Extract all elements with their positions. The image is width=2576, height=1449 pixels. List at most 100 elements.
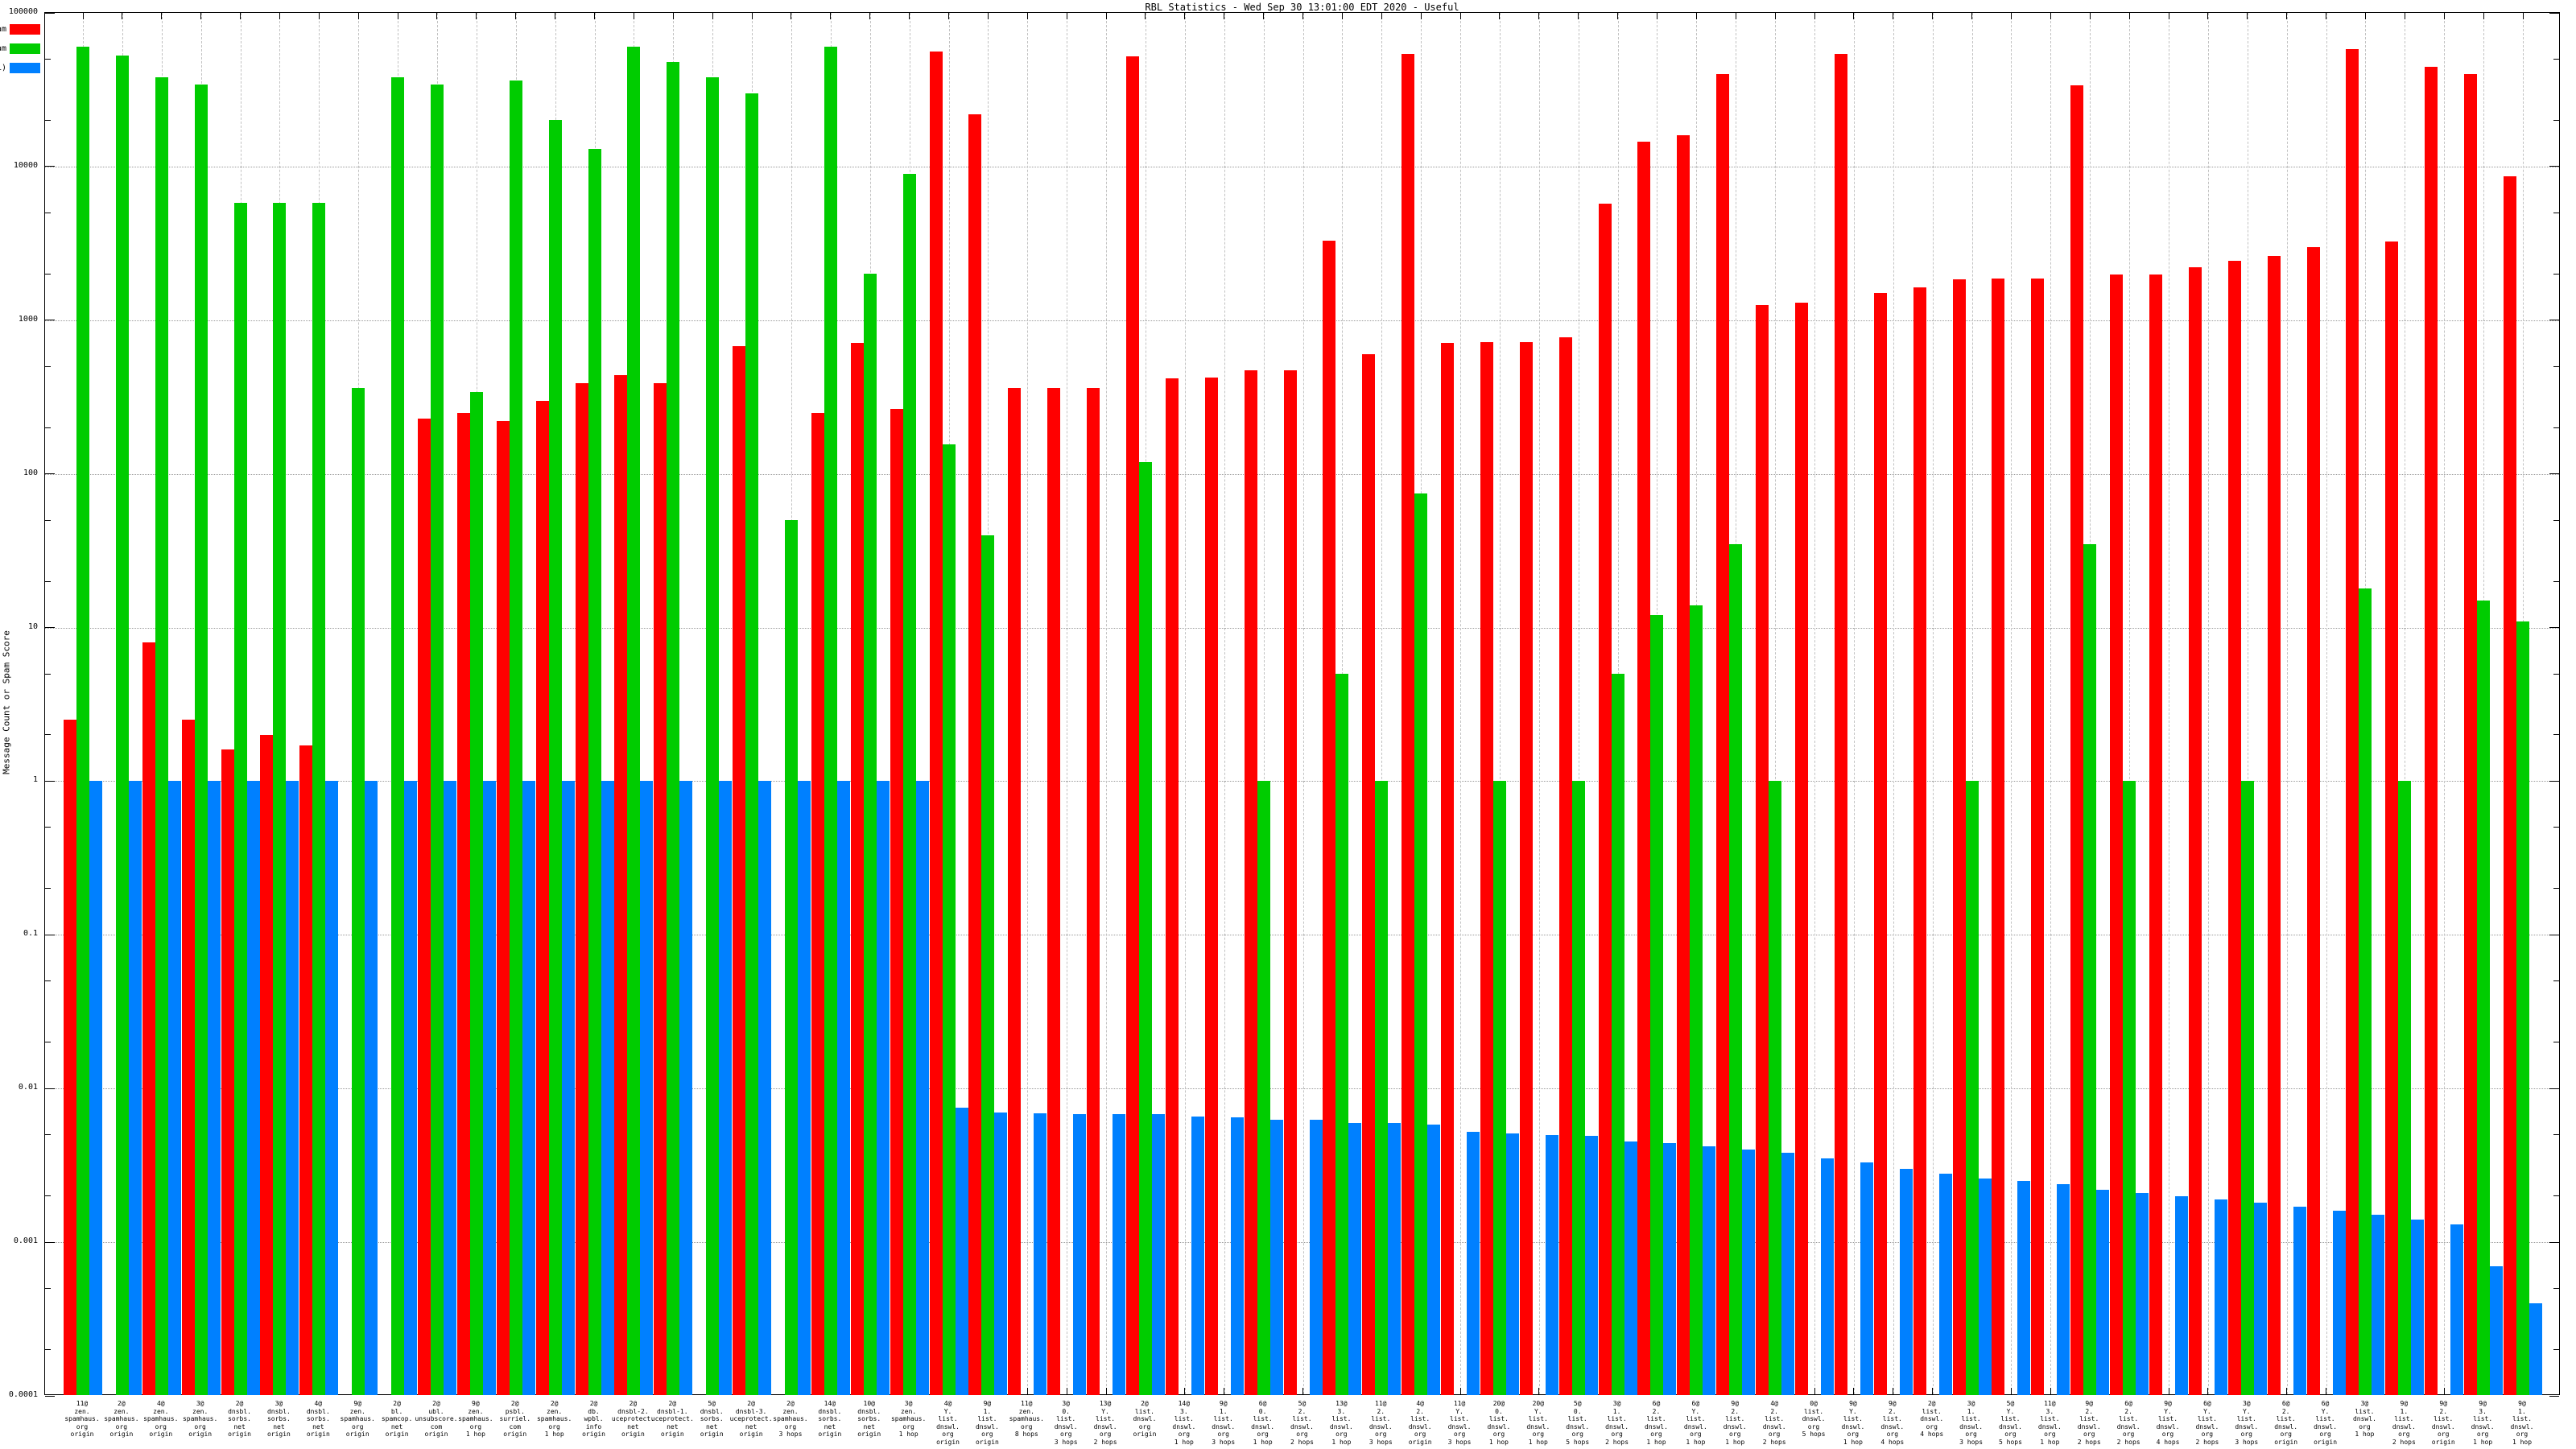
bar-not-spam: [850, 343, 864, 1395]
x-top-tick: [161, 13, 163, 19]
y-minor-tick-left: [45, 427, 51, 428]
bar-score: [1348, 1122, 1362, 1395]
bar-score: [915, 781, 929, 1395]
bar-not-spam: [1480, 342, 1493, 1395]
bar-score: [2450, 1224, 2464, 1395]
bar-score: [2253, 1203, 2267, 1395]
bar-score: [1978, 1178, 1992, 1395]
y-minor-tick-left: [45, 734, 51, 736]
bar-not-spam: [221, 749, 234, 1395]
x-top-tick: [1420, 13, 1422, 19]
x-top-tick: [948, 13, 950, 19]
bar-spam: [548, 120, 562, 1395]
y-major-tick-right: [2549, 1088, 2559, 1089]
y-minor-tick-right: [2553, 580, 2559, 582]
bar-score: [1269, 1119, 1283, 1395]
y-gridline: [45, 1088, 2559, 1090]
bar-not-spam: [1952, 279, 1966, 1395]
bar-not-spam: [2464, 73, 2478, 1395]
bar-not-spam: [1677, 134, 1690, 1395]
chart-title: RBL Statistics - Wed Sep 30 13:01:00 EDT…: [1145, 2, 1459, 13]
x-gridline: [1302, 13, 1304, 1394]
y-tick-label: 1000: [18, 314, 38, 324]
x-top-tick: [1381, 13, 1382, 19]
x-gridline: [1184, 13, 1186, 1394]
x-tick-label: 9@ zen. spamhaus. org 1 hop: [458, 1400, 493, 1438]
x-gridline: [2011, 13, 2013, 1394]
bar-not-spam: [811, 412, 824, 1395]
x-tick-label: 11@ 3. list. dnswl. org 1 hop: [2037, 1400, 2062, 1446]
bar-not-spam: [1558, 336, 1572, 1395]
x-top-tick: [2089, 13, 2091, 19]
x-top-tick: [1499, 13, 1501, 19]
bar-score: [758, 781, 772, 1395]
x-top-tick: [672, 13, 674, 19]
y-minor-tick-right: [2553, 58, 2559, 60]
legend-label-spam: Spam: [0, 44, 6, 53]
bar-not-spam: [1716, 73, 1730, 1395]
x-top-tick: [1617, 13, 1619, 19]
bar-not-spam: [2346, 49, 2359, 1395]
x-tick-label: 9@ 1. list. dnswl. org origin: [975, 1400, 999, 1446]
x-top-tick: [1341, 13, 1343, 19]
y-tick-label: 1: [32, 775, 38, 785]
y-minor-tick-left: [45, 1134, 51, 1136]
bar-not-spam: [1125, 56, 1139, 1395]
x-tick-label: 9@ 2. list. dnswl. org origin: [2431, 1400, 2455, 1446]
bar-spam: [942, 444, 956, 1395]
y-minor-tick-right: [2553, 1288, 2559, 1290]
y-minor-tick-right: [2553, 827, 2559, 828]
bar-score: [1309, 1119, 1323, 1395]
bar-not-spam: [299, 745, 313, 1395]
y-gridline: [45, 473, 2559, 475]
x-top-tick: [2010, 13, 2012, 19]
bar-not-spam: [2110, 275, 2124, 1395]
x-top-tick: [2128, 13, 2130, 19]
y-minor-tick-left: [45, 1349, 51, 1351]
bar-score: [2490, 1265, 2504, 1395]
bar-score: [2529, 1303, 2542, 1395]
x-top-tick: [1026, 13, 1028, 19]
y-tick-label: 0.001: [13, 1236, 38, 1246]
x-tick-label: 6@ 2. list. dnswl. org 1 hop: [1645, 1400, 1668, 1446]
x-gridline: [2444, 13, 2446, 1394]
x-top-tick: [436, 13, 438, 19]
x-tick-label: 3@ 1. list. dnswl. org 3 hops: [1959, 1400, 1984, 1446]
y-minor-tick-left: [45, 980, 51, 982]
bar-score: [1427, 1125, 1441, 1395]
bar-spam: [2359, 588, 2372, 1395]
bar-spam: [352, 388, 365, 1395]
x-tick-label: 3@ dnsbl. sorbs. net origin: [266, 1400, 291, 1438]
y-major-tick-left: [45, 627, 55, 629]
y-major-tick-right: [2549, 473, 2559, 475]
x-top-tick: [1459, 13, 1461, 19]
x-tick-label: 2@ dnsbl-2. uceprotect. net origin: [611, 1400, 654, 1438]
x-tick-label: 0@ list. dnswl. org 5 hops: [1802, 1400, 1826, 1438]
x-top-tick: [1263, 13, 1265, 19]
bar-not-spam: [890, 408, 903, 1395]
bar-not-spam: [614, 374, 628, 1395]
bar-score: [2214, 1199, 2227, 1395]
bar-spam: [1375, 781, 1389, 1395]
bar-not-spam: [2306, 246, 2320, 1395]
x-top-tick: [869, 13, 871, 19]
bar-not-spam: [1598, 204, 1612, 1395]
bar-not-spam: [2425, 67, 2438, 1395]
bar-not-spam: [64, 720, 76, 1395]
x-gridline: [1971, 13, 1973, 1394]
bar-score: [1821, 1158, 1835, 1395]
y-minor-tick-left: [45, 1288, 51, 1290]
bar-spam: [194, 85, 208, 1395]
bar-score: [679, 781, 693, 1395]
x-bottom-tick: [2286, 1388, 2288, 1394]
bar-score: [365, 781, 378, 1395]
bar-spam: [902, 173, 916, 1395]
bar-score: [2372, 1215, 2385, 1395]
x-tick-label: 9@ 3. list. dnswl. org 1 hop: [2471, 1400, 2495, 1446]
bar-not-spam: [1519, 342, 1533, 1395]
bar-score: [601, 781, 614, 1395]
bar-score: [1388, 1122, 1402, 1395]
bar-score: [719, 781, 733, 1395]
bar-not-spam: [1323, 240, 1336, 1395]
